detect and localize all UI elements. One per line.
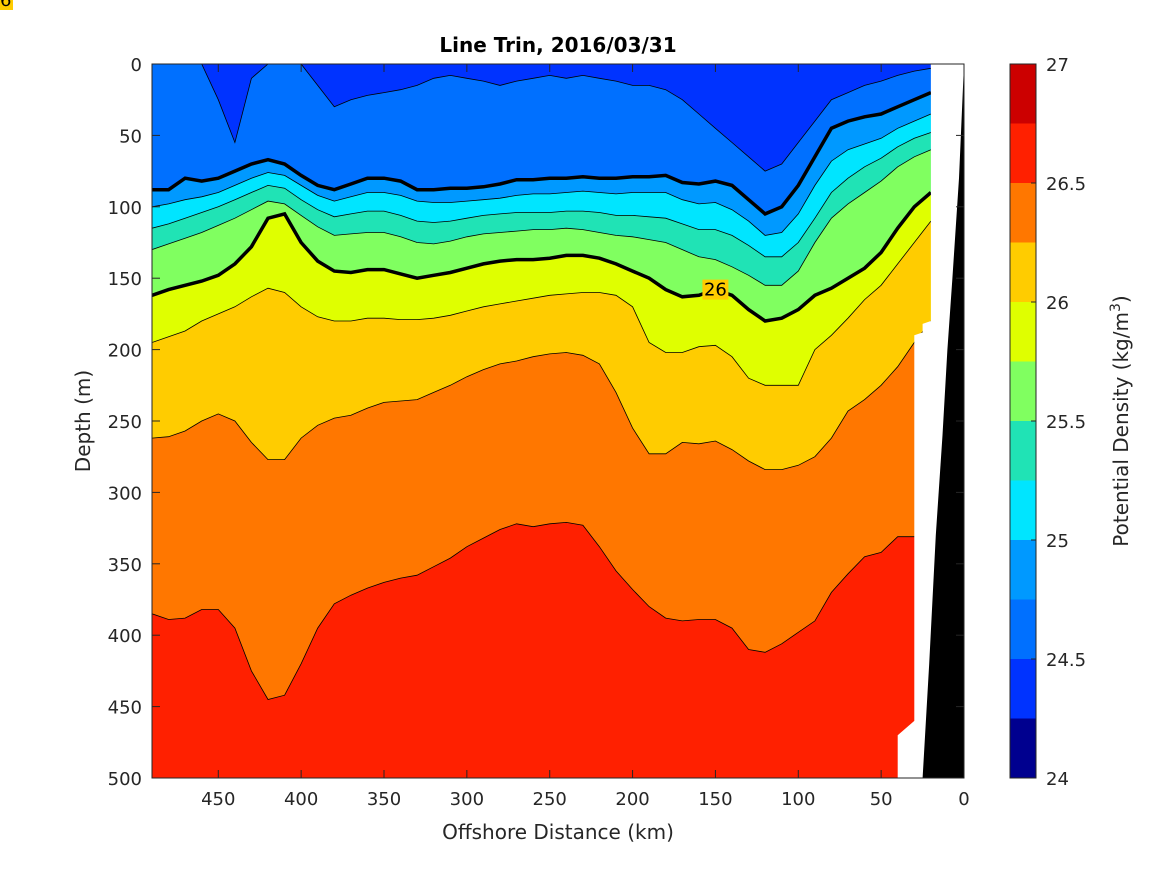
x-tick-label: 450 [201,789,235,810]
contour-line-24.75 [152,64,931,172]
plot-area [152,64,964,778]
isopycnal-25 [152,90,932,216]
y-tick-label: 0 [131,55,142,76]
colorbar-segment [1010,659,1036,719]
y-tick-label: 300 [108,483,142,504]
colorbar-label-main: Potential Density (kg/m [1109,312,1133,547]
colorbar-label: Potential Density (kg/m3) [1108,295,1133,546]
y-tick-label: 50 [119,126,142,147]
colorbar-segment [1010,183,1036,243]
isopycnal-26 [152,191,933,323]
y-tick-label: 150 [108,269,142,290]
contour-line-25.5 [152,132,932,258]
x-tick-label: 200 [615,789,649,810]
density-band-26.75 [152,522,931,778]
colorbar-tick-label: 24 [1046,769,1069,790]
contour-label-group: 26 [702,279,729,301]
colorbar-tick-label: 26.5 [1046,174,1086,195]
x-axis: 450 400 350 300 250 200 150 100 50 0 [201,64,970,810]
x-tick-label: 0 [958,789,969,810]
colorbar-tick-label: 24.5 [1046,650,1086,671]
y-tick-label: 400 [108,626,142,647]
colorbar-segment [1010,123,1036,183]
contour-label: 26 [0,0,11,11]
y-tick-label: 350 [108,555,142,576]
colorbar-tick-label: 25.5 [1046,412,1086,433]
x-tick-label: 300 [450,789,484,810]
colorbar-segment [1010,242,1036,302]
colorbar: 24 24.5 25 25.5 26 26.5 27 [1009,55,1086,790]
colorbar-segment [1010,540,1036,600]
contour-line-26.75 [152,521,931,700]
chart-title: Line Trin, 2016/03/31 [439,33,676,57]
x-tick-label: 150 [698,789,732,810]
y-tick-label: 250 [108,412,142,433]
y-tick-label: 200 [108,341,142,362]
y-tick-label: 100 [108,198,142,219]
contour-line-25.25 [152,113,932,236]
colorbar-segment [1010,599,1036,659]
contour-label-bg [702,279,729,300]
y-axis-label: Depth (m) [71,370,95,472]
contour-label: 26 [704,280,727,301]
x-axis-label: Offshore Distance (km) [442,820,674,844]
colorbar-segment [1010,361,1036,421]
colorbar-segment [1010,302,1036,362]
colorbar-label-sup: 3 [1108,303,1124,312]
x-tick-label: 400 [284,789,318,810]
bathymetry-shelf [922,64,964,778]
colorbar-tick-label: 27 [1046,55,1069,76]
x-tick-label: 50 [870,789,893,810]
x-tick-label: 350 [367,789,401,810]
contour-labels: 252525262626 [0,0,729,301]
colorbar-tick-label: 26 [1046,293,1069,314]
contour-label-bg [0,0,13,10]
contour-line-26.25 [152,220,932,386]
y-tick-label: 450 [108,698,142,719]
x-tick-label: 100 [781,789,815,810]
contour-label-group: 26 [0,0,13,11]
y-tick-label: 500 [108,769,142,790]
contour-line-26.5 [152,320,932,471]
colorbar-segment-low [1010,718,1036,778]
colorbar-segment [1010,64,1036,124]
colorbar-label-close: ) [1109,295,1133,303]
contour-line-25.75 [152,149,932,286]
x-tick-label: 250 [533,789,567,810]
colorbar-segment [1010,480,1036,540]
colorbar-tick-label: 25 [1046,531,1069,552]
y-axis: 0 50 100 150 200 250 300 350 400 450 500 [108,55,964,790]
colorbar-segment [1010,421,1036,481]
